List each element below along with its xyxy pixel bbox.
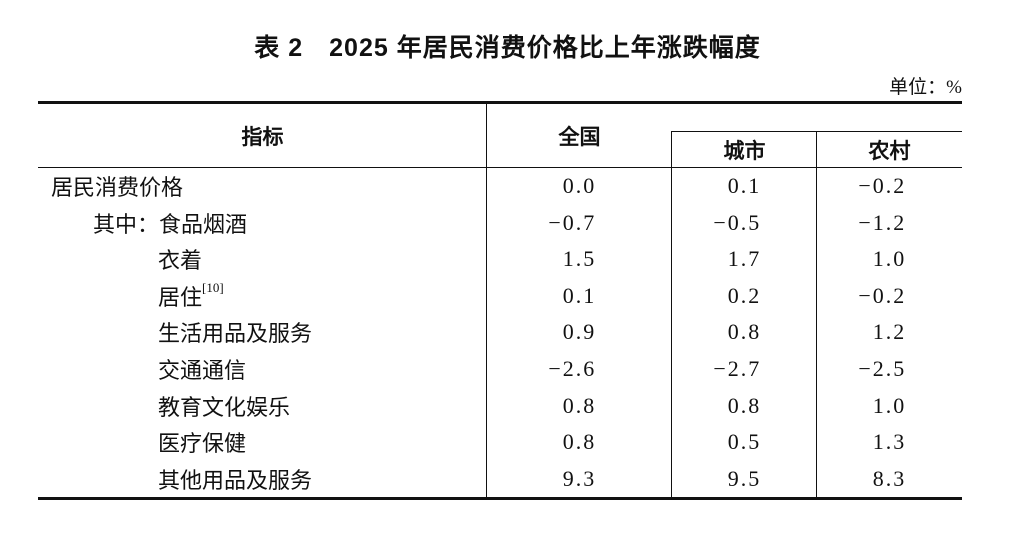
vertical-divider-indicator-national xyxy=(486,104,487,497)
value-cell: −0.2 xyxy=(858,282,907,308)
row-label: 交通通信 xyxy=(158,358,247,384)
value-cell: 9.3 xyxy=(562,465,597,491)
value-cell: 1.7 xyxy=(727,246,762,272)
vertical-divider-city-rural xyxy=(816,131,817,497)
unit-label: 单位：% xyxy=(889,77,962,98)
row-label: 其他用品及服务 xyxy=(158,467,313,493)
value-cell: 0.8 xyxy=(562,429,597,455)
row-label: 教育文化娱乐 xyxy=(158,394,291,420)
value-cell: 1.5 xyxy=(562,246,597,272)
value-cell: 0.8 xyxy=(727,319,762,345)
column-header-rural: 农村 xyxy=(868,139,911,163)
row-label: 衣着 xyxy=(158,248,203,274)
value-cell: −1.2 xyxy=(858,209,907,235)
header-bottom-divider xyxy=(38,167,962,168)
cpi-table: 指标 全国 城市 农村 居民消费价格 0.0 0.1 −0.2 其中：食品烟酒 … xyxy=(38,101,962,500)
row-label: 医疗保健 xyxy=(158,431,247,457)
column-header-city: 城市 xyxy=(723,139,766,163)
value-cell: 8.3 xyxy=(872,465,907,491)
value-cell: −0.7 xyxy=(548,209,597,235)
value-cell: 0.2 xyxy=(727,282,762,308)
column-header-national: 全国 xyxy=(558,125,601,149)
subheader-top-divider xyxy=(671,131,962,132)
footnote-marker: [10] xyxy=(202,279,224,295)
value-cell: 9.5 xyxy=(727,465,762,491)
value-cell: 0.1 xyxy=(727,173,762,199)
row-label: 居民消费价格 xyxy=(51,175,184,201)
value-cell: 0.9 xyxy=(562,319,597,345)
column-header-indicator: 指标 xyxy=(241,125,284,149)
value-cell: 1.0 xyxy=(872,246,907,272)
value-cell: 0.8 xyxy=(727,392,762,418)
value-cell: 0.1 xyxy=(562,282,597,308)
row-label: 居住 [10] xyxy=(158,279,224,310)
value-cell: −0.2 xyxy=(858,173,907,199)
value-cell: −2.6 xyxy=(548,356,597,382)
value-cell: 1.3 xyxy=(872,429,907,455)
value-cell: −2.7 xyxy=(713,356,762,382)
value-cell: 1.2 xyxy=(872,319,907,345)
table-title: 表 2 2025 年居民消费价格比上年涨跌幅度 xyxy=(254,34,761,62)
value-cell: −0.5 xyxy=(713,209,762,235)
row-label: 生活用品及服务 xyxy=(158,321,313,347)
value-cell: 0.5 xyxy=(727,429,762,455)
value-cell: −2.5 xyxy=(858,356,907,382)
value-cell: 1.0 xyxy=(872,392,907,418)
value-cell: 0.8 xyxy=(562,392,597,418)
vertical-divider-national-city xyxy=(671,131,672,497)
row-label: 其中：食品烟酒 xyxy=(93,211,248,237)
value-cell: 0.0 xyxy=(562,173,597,199)
table-body: 居民消费价格 0.0 0.1 −0.2 其中：食品烟酒 −0.7 −0.5 −1… xyxy=(38,168,962,497)
